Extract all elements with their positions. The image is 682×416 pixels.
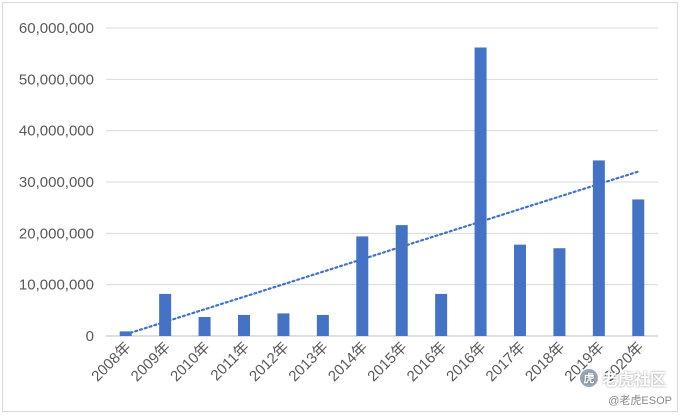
- bar: [356, 236, 369, 336]
- x-tick-label: 2012年: [246, 339, 292, 385]
- bar: [592, 160, 605, 336]
- watermark-brand: 老虎社区: [601, 372, 666, 389]
- bar: [553, 248, 566, 336]
- bar: [632, 199, 645, 336]
- y-tick-label: 0: [86, 328, 94, 345]
- bar: [514, 244, 526, 336]
- watermark-handle: @老虎ESOP: [608, 395, 672, 407]
- bar: [474, 47, 487, 337]
- x-tick-label: 2015年: [364, 339, 410, 385]
- bar: [198, 317, 211, 336]
- y-tick-label: 20,000,000: [19, 225, 94, 242]
- trendline: [124, 170, 640, 336]
- x-tick-label: 2018年: [522, 339, 568, 385]
- x-tick-label: 2010年: [167, 339, 213, 385]
- x-tick-label: 2013年: [285, 339, 331, 385]
- chart-frame: [2, 2, 678, 412]
- y-tick-label: 60,000,000: [19, 20, 94, 37]
- y-tick-label: 10,000,000: [19, 277, 94, 294]
- y-tick-label: 30,000,000: [19, 174, 94, 191]
- x-tick-label: 2016年: [404, 339, 450, 385]
- bar: [277, 313, 290, 336]
- x-tick-label: 2014年: [325, 339, 371, 385]
- tiger-logo-icon: 虎: [579, 369, 598, 387]
- x-tick-label: 2009年: [128, 339, 174, 385]
- watermark: 虎 老虎社区: [579, 366, 666, 390]
- bar: [395, 225, 408, 336]
- bar: [238, 314, 250, 336]
- x-tick-label: 2011年: [207, 339, 252, 384]
- x-tick-label: 2017年: [483, 339, 529, 385]
- x-tick-label: 2016年: [443, 339, 489, 385]
- bar: [316, 314, 329, 336]
- x-tick-label: 2008年: [88, 339, 134, 385]
- y-tick-label: 40,000,000: [19, 123, 94, 140]
- y-tick-label: 50,000,000: [19, 71, 94, 88]
- bar: [435, 293, 448, 336]
- bar: [159, 293, 172, 336]
